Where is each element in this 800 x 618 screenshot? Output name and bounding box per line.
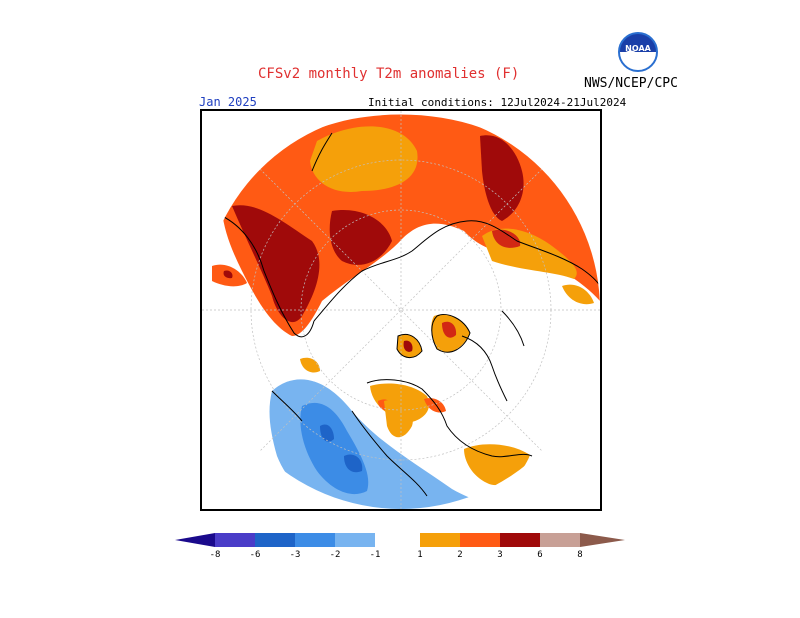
siberia-orange-patch (310, 126, 418, 192)
colorbar-tick-label: 1 (417, 550, 422, 560)
siberia-dark-patch (480, 135, 524, 221)
colorbar-tick-label: -8 (210, 550, 221, 560)
map-title: CFSv2 monthly T2m anomalies (F) (258, 66, 520, 82)
colorbar-lower-arrow (175, 533, 215, 547)
noaa-logo-text: NOAA (625, 44, 651, 53)
colorbar-swatch (540, 533, 580, 547)
north-africa-dark-dot (223, 270, 233, 279)
far-east-dark-patch (492, 229, 521, 248)
baffin-patch (300, 357, 320, 373)
canada-west-patch (384, 400, 413, 438)
labrador-red-patch (424, 398, 446, 413)
polar-map-svg (202, 111, 600, 509)
colorbar-swatch (500, 533, 540, 547)
pacific-cold-deep-2 (344, 454, 363, 473)
coastlines (221, 132, 600, 497)
colorbar-tick-label: 8 (577, 550, 582, 560)
pacific-cold-core (300, 402, 369, 495)
noaa-logo-icon: NOAA (618, 32, 658, 72)
colorbar-swatch (420, 533, 460, 547)
colorbar-swatch (460, 533, 500, 547)
east-china-sea-patch (562, 284, 594, 305)
colorbar-swatch (335, 533, 375, 547)
colorbar-swatch (255, 533, 295, 547)
colorbar-upper-arrow (580, 533, 625, 547)
organization-label: NWS/NCEP/CPC (584, 76, 678, 91)
central-asia-dark-patch (329, 210, 392, 265)
greenland-red-core (442, 321, 457, 338)
colorbar-tick-label: -6 (250, 550, 261, 560)
colorbar-tick-label: 2 (457, 550, 462, 560)
colorbar-swatch (375, 533, 420, 547)
initial-conditions-label: Initial conditions: 12Jul2024-21Jul2024 (368, 96, 627, 109)
colorbar-tick-label: -2 (330, 550, 341, 560)
colorbar-swatch (295, 533, 335, 547)
colorbar-tick-label: 6 (537, 550, 542, 560)
colorbar-swatch (215, 533, 255, 547)
colorbar-tick-label: -1 (370, 550, 381, 560)
colorbar-tick-label: -3 (290, 550, 301, 560)
forecast-month-label: Jan 2025 (199, 95, 257, 109)
hudson-bay-red-core (403, 340, 413, 352)
anomaly-map (200, 109, 602, 511)
colorbar-tick-label: 3 (497, 550, 502, 560)
europe-dark-patch (232, 205, 320, 323)
colorbar-legend: -8 -6 -3 -2 -1 1 2 3 6 8 (175, 533, 625, 560)
pacific-cold-deep (320, 424, 334, 442)
